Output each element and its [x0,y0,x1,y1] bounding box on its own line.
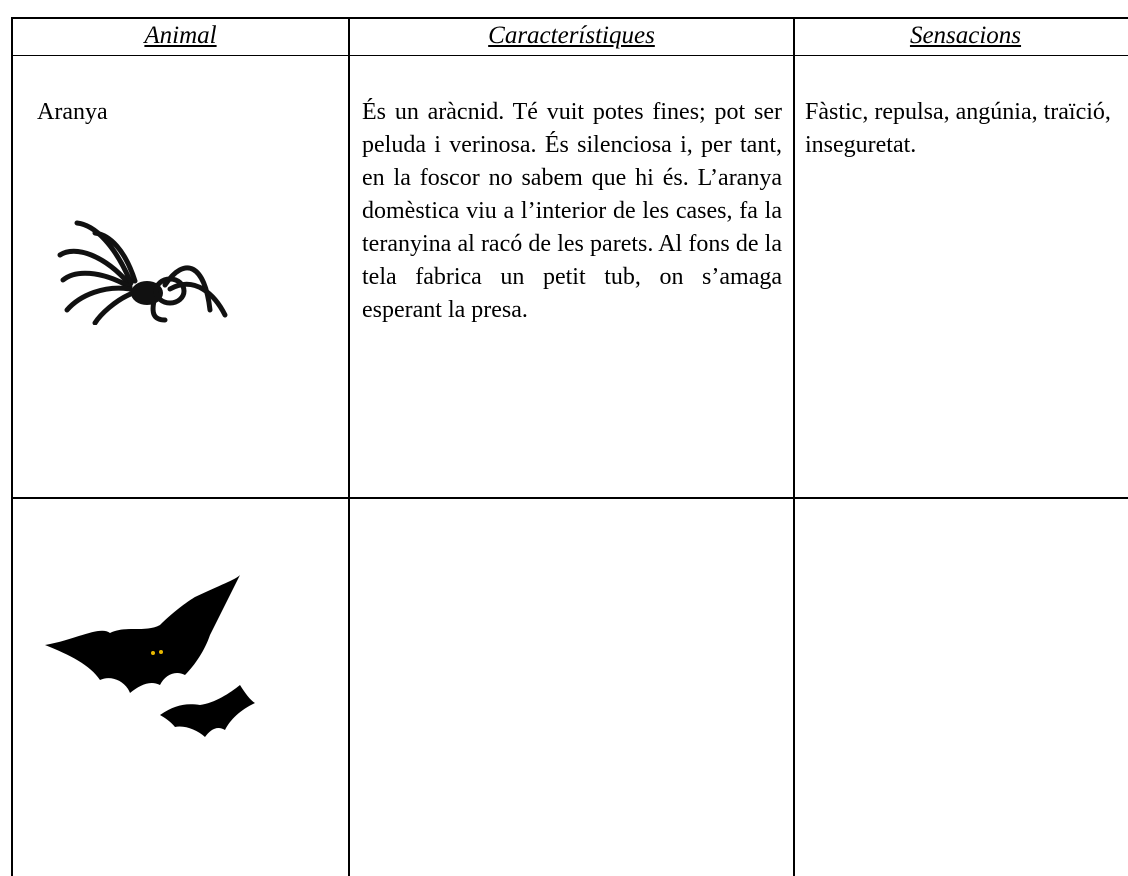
column-header: Sensacions [909,22,1022,49]
table-border [348,17,350,876]
characteristics: És un aràcnid. Té vuit potes fines; pot … [362,99,782,323]
table-border [11,17,13,876]
table-border [11,497,1128,499]
column-header: Animal [144,22,217,49]
sensations: Fàstic, repulsa, angúnia, traïció, inseg… [805,99,1111,158]
animal-name: Aranya [37,99,108,125]
bats-image [45,575,255,737]
table-border [793,17,795,876]
table-border [11,55,1128,56]
column-header: Característiques [488,22,655,49]
table-border [11,17,1128,19]
spider-image [57,220,228,325]
